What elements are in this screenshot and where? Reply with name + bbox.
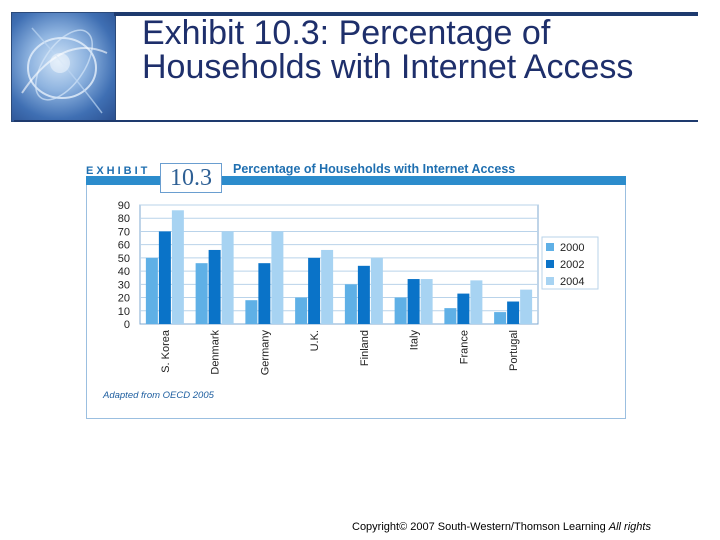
bar-2000 (145, 257, 158, 324)
title-top-bar (114, 12, 698, 16)
bar-2000 (344, 284, 357, 324)
globe-logo-image (11, 12, 116, 122)
x-tick-label: Portugal (508, 330, 520, 371)
x-tick-label: S. Korea (160, 329, 172, 373)
y-tick-label: 30 (118, 279, 130, 291)
y-tick-label: 50 (118, 253, 130, 265)
bar-2004 (171, 210, 184, 324)
legend-label: 2002 (560, 259, 584, 271)
y-tick-label: 10 (118, 306, 130, 318)
exhibit-title: Percentage of Households with Internet A… (233, 162, 516, 176)
bar-2002 (258, 263, 271, 324)
y-tick-label: 40 (118, 266, 130, 278)
legend-box (541, 236, 599, 290)
bar-2004 (221, 231, 234, 324)
x-tick-label: Germany (259, 330, 271, 376)
bar-2002 (357, 265, 370, 324)
bar-2000 (444, 308, 457, 324)
x-tick-label: Denmark (210, 330, 222, 375)
bar-2004 (420, 279, 433, 324)
bar-2000 (195, 263, 208, 324)
exhibit-number: 10.3 (160, 163, 222, 193)
bar-2002 (158, 231, 171, 324)
bar-2000 (245, 300, 258, 324)
bar-2004 (271, 231, 284, 324)
legend-swatch (546, 277, 554, 285)
x-tick-label: France (458, 330, 470, 364)
bar-2002 (208, 249, 221, 324)
slide-title: Exhibit 10.3: Percentage of Households w… (142, 14, 634, 86)
bar-2002 (407, 279, 420, 324)
bar-2000 (295, 297, 308, 324)
legend-label: 2000 (560, 242, 584, 254)
x-tick-label: U.K. (309, 330, 321, 351)
bar-2004 (370, 257, 383, 324)
source-note: Adapted from OECD 2005 (103, 390, 214, 401)
bar-2002 (308, 257, 321, 324)
legend-swatch (546, 260, 554, 268)
exhibit-label: EXHIBIT (86, 165, 151, 177)
bar-2004 (470, 280, 483, 324)
bar-2000 (394, 297, 407, 324)
copyright-text: Copyright© 2007 South-Western/Thomson Le… (352, 521, 606, 533)
y-tick-label: 70 (118, 226, 130, 238)
legend-swatch (546, 243, 554, 251)
bar-2002 (507, 301, 520, 324)
title-divider (14, 120, 698, 122)
bar-2004 (520, 289, 533, 324)
y-tick-label: 80 (118, 213, 130, 225)
bar-2000 (494, 312, 507, 324)
bar-2004 (321, 249, 334, 324)
y-tick-label: 0 (124, 319, 130, 331)
rights-text: All rights (608, 521, 651, 533)
y-tick-label: 20 (118, 293, 130, 305)
exhibit-header-bar (86, 176, 626, 185)
x-tick-label: Finland (359, 330, 371, 366)
bar-2002 (457, 293, 470, 324)
x-tick-label: Italy (409, 330, 421, 351)
y-tick-label: 60 (118, 240, 130, 252)
legend-label: 2004 (560, 276, 584, 288)
copyright-footer: Copyright© 2007 South-Western/Thomson Le… (352, 521, 651, 533)
y-tick-label: 90 (118, 200, 130, 212)
